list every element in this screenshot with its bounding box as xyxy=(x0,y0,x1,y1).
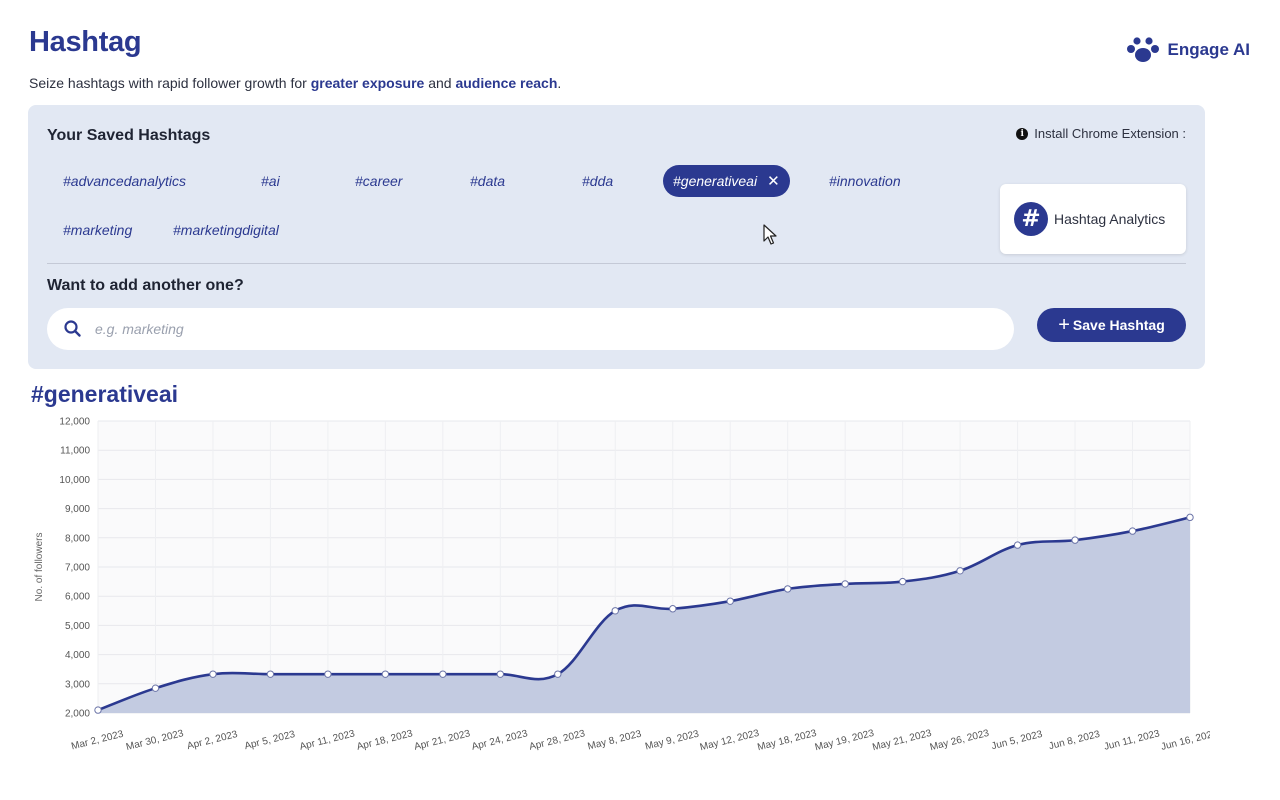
add-hashtag-input[interactable] xyxy=(95,321,975,337)
hashtag-analytics-logo-icon: # xyxy=(1014,202,1048,236)
x-tick-label: Jun 16, 2023 xyxy=(1160,728,1210,753)
plus-icon: + xyxy=(1058,314,1070,336)
saved-hashtags-panel: Your Saved Hashtags i Install Chrome Ext… xyxy=(28,105,1205,369)
saved-hashtag-list: #advancedanalytics #ai #career #data #dd… xyxy=(47,165,947,265)
subtitle-emphasis-reach: audience reach xyxy=(455,75,558,91)
remove-hashtag-icon[interactable]: ✕ xyxy=(767,173,780,190)
x-tick-label: May 19, 2023 xyxy=(814,728,876,753)
data-point xyxy=(496,670,505,678)
data-point xyxy=(726,597,734,605)
data-point xyxy=(611,607,619,615)
x-tick-label: Mar 30, 2023 xyxy=(125,728,185,753)
x-tick-label: Apr 24, 2023 xyxy=(471,728,530,753)
y-tick-label: 7,000 xyxy=(65,563,90,574)
x-tick-label: May 21, 2023 xyxy=(871,728,933,753)
chart-title: #generativeai xyxy=(31,381,179,407)
data-point xyxy=(669,605,677,613)
data-point xyxy=(956,567,964,575)
data-point xyxy=(209,670,217,678)
data-point xyxy=(898,577,907,586)
data-point xyxy=(1128,527,1137,535)
x-tick-label: Apr 28, 2023 xyxy=(528,728,587,753)
install-extension-label: i Install Chrome Extension : xyxy=(1016,126,1186,141)
x-tick-label: May 26, 2023 xyxy=(929,728,991,753)
y-tick-label: 11,000 xyxy=(60,446,90,457)
divider xyxy=(47,263,1186,264)
follower-chart-svg: 2,000 3,000 4,000 5,000 6,000 7,000 8,000 9,000… xyxy=(34,417,1210,754)
subtitle-text-mid: and xyxy=(424,75,456,91)
x-tick-label: Apr 21, 2023 xyxy=(413,728,472,753)
hashtag-analytics-extension-card[interactable]: # Hashtag Analytics xyxy=(1000,184,1186,254)
saved-hashtags-heading: Your Saved Hashtags xyxy=(47,127,211,144)
add-hashtag-field[interactable] xyxy=(47,308,1014,350)
install-extension-text: Install Chrome Extension : xyxy=(1034,126,1186,141)
hashtag-chip[interactable]: #career xyxy=(355,173,403,189)
x-tick-label: May 18, 2023 xyxy=(756,728,818,753)
hashtag-chip[interactable]: #marketingdigital xyxy=(173,222,279,238)
page-title: Hashtag xyxy=(29,26,142,58)
y-tick-label: 10,000 xyxy=(59,475,90,486)
y-tick-label: 12,000 xyxy=(59,417,90,428)
data-point xyxy=(439,670,447,678)
save-hashtag-button[interactable]: + Save Hashtag xyxy=(1037,308,1186,342)
x-tick-label: Jun 5, 2023 xyxy=(990,729,1044,752)
x-tick-label: May 9, 2023 xyxy=(644,728,700,752)
mouse-cursor-icon xyxy=(763,224,777,245)
follower-chart: 2,000 3,000 4,000 5,000 6,000 7,000 8,000 9,000… xyxy=(30,408,1210,768)
x-tick-label: May 8, 2023 xyxy=(587,728,643,752)
hashtag-chip[interactable]: #marketing xyxy=(63,222,133,238)
subtitle-text: Seize hashtags with rapid follower growt… xyxy=(29,75,311,91)
hashtag-chip[interactable]: #data xyxy=(470,173,506,189)
data-point xyxy=(151,684,160,692)
series-area xyxy=(98,517,1190,713)
hashtag-chip-selected[interactable]: #generativeai ✕ xyxy=(663,165,790,197)
paw-icon xyxy=(1126,37,1159,62)
x-tick-label: May 12, 2023 xyxy=(699,728,761,753)
x-tick-label: Mar 2, 2023 xyxy=(70,729,125,753)
subtitle-text-end: . xyxy=(557,75,562,91)
x-tick-label: Apr 2, 2023 xyxy=(186,729,239,752)
data-point xyxy=(554,670,562,678)
page-subtitle: Seize hashtags with rapid follower growt… xyxy=(29,75,561,91)
extension-name: Hashtag Analytics xyxy=(1054,211,1166,227)
data-point xyxy=(266,670,275,678)
y-tick-label: 6,000 xyxy=(65,592,90,603)
hashtag-chip[interactable]: #advancedanalytics xyxy=(63,173,186,189)
y-tick-label: 9,000 xyxy=(65,504,90,515)
brand-name: Engage AI xyxy=(1167,40,1251,59)
y-axis-label: No. of followers xyxy=(34,533,45,602)
x-tick-label: Jun 11, 2023 xyxy=(1103,728,1161,753)
data-point xyxy=(94,706,102,714)
hashtag-chip[interactable]: #ai xyxy=(261,173,280,189)
y-tick-label: 5,000 xyxy=(65,621,90,632)
data-point xyxy=(841,580,849,588)
data-point xyxy=(1013,541,1022,549)
y-tick-label: 8,000 xyxy=(65,533,90,544)
info-icon: i xyxy=(1016,127,1029,140)
save-hashtag-label: Save Hashtag xyxy=(1072,317,1165,333)
series-line xyxy=(97,516,1191,712)
y-tick-label: 2,000 xyxy=(65,709,90,720)
y-tick-label: 3,000 xyxy=(65,679,90,690)
x-tick-label: Apr 18, 2023 xyxy=(356,728,415,753)
x-tick-label: Apr 5, 2023 xyxy=(243,729,296,752)
x-tick-label: Jun 8, 2023 xyxy=(1048,729,1102,752)
y-tick-label: 4,000 xyxy=(65,650,90,661)
x-tick-label: Apr 11, 2023 xyxy=(299,728,357,752)
data-point xyxy=(1186,513,1194,522)
data-point xyxy=(783,585,792,593)
search-icon xyxy=(64,320,81,337)
hashtag-chip[interactable]: #dda xyxy=(582,173,614,189)
subtitle-emphasis-exposure: greater exposure xyxy=(310,75,425,91)
add-hashtag-heading: Want to add another one? xyxy=(47,277,244,294)
data-point xyxy=(1071,536,1079,544)
data-point xyxy=(324,670,332,678)
brand-logo[interactable]: Engage AI xyxy=(1125,36,1251,64)
hashtag-chip[interactable]: #innovation xyxy=(829,173,901,189)
data-point xyxy=(381,670,390,678)
selected-hashtag-label: #generativeai xyxy=(673,173,758,189)
